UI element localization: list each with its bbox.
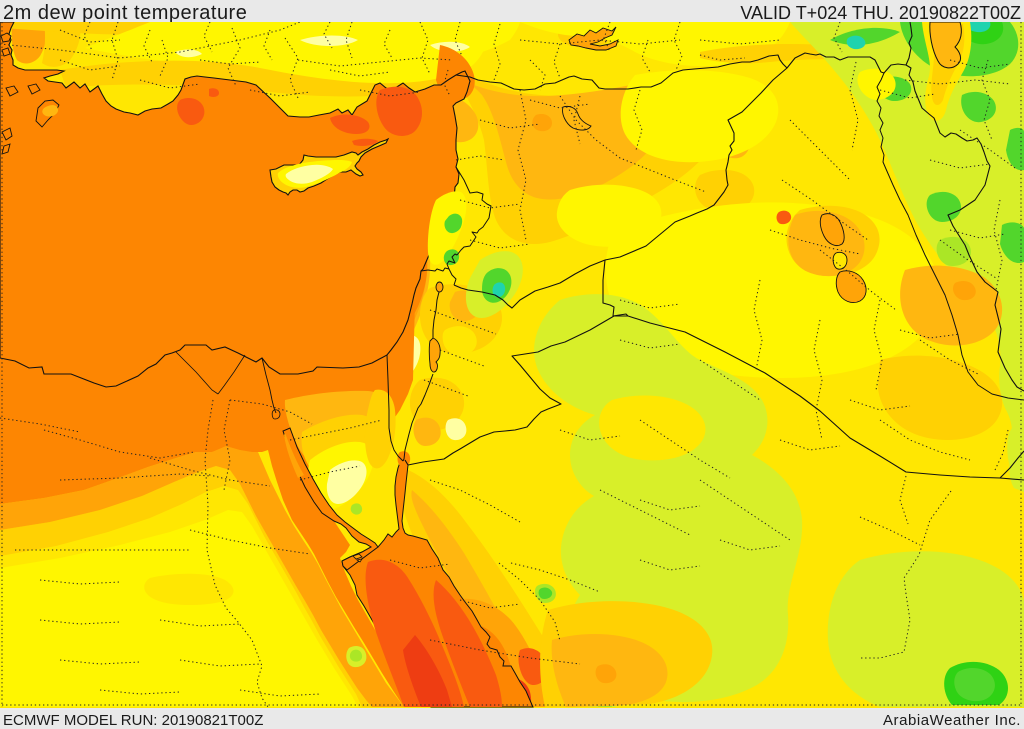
svg-text:ArabiaWeather Inc.: ArabiaWeather Inc. bbox=[883, 712, 1021, 729]
svg-text:ECMWF MODEL RUN: 20190821T00Z: ECMWF MODEL RUN: 20190821T00Z bbox=[3, 712, 263, 729]
svg-text:2m dew point temperature: 2m dew point temperature bbox=[3, 2, 247, 24]
svg-text:VALID T+024 THU. 20190822T00Z: VALID T+024 THU. 20190822T00Z bbox=[740, 3, 1021, 23]
